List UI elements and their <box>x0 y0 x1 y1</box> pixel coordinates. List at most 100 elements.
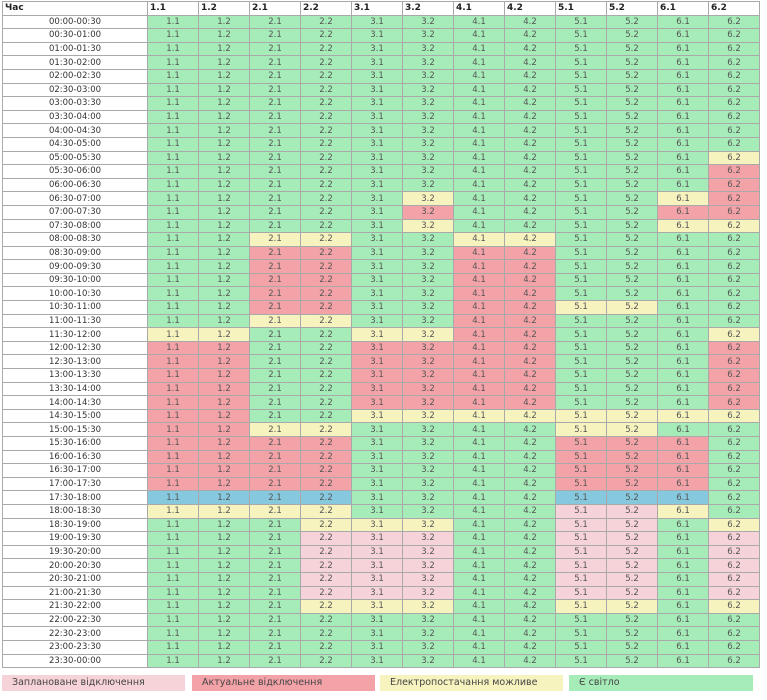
status-cell: 6.2 <box>708 612 760 628</box>
legend-item: Електропостачання можливе <box>380 675 563 691</box>
status-cell: 3.1 <box>351 517 403 533</box>
status-cell: 2.2 <box>300 272 352 288</box>
status-cell: 6.2 <box>708 449 760 465</box>
status-cell: 6.1 <box>657 381 709 397</box>
status-cell: 2.1 <box>249 381 301 397</box>
status-cell: 6.2 <box>708 191 760 206</box>
status-cell: 5.1 <box>555 531 607 546</box>
status-cell: 4.2 <box>504 28 556 43</box>
status-cell: 3.1 <box>351 150 403 166</box>
status-cell: 6.1 <box>657 354 709 370</box>
table-header-row: Час 1.1 1.2 2.1 2.2 3.1 3.2 4.1 4.2 5.1 5.2 6.1 6.2 <box>2 1 760 16</box>
status-cell: 1.1 <box>147 381 199 397</box>
status-cell: 6.2 <box>708 571 760 587</box>
table-row: 13:30-14:00 1.1 1.2 2.1 2.2 3.1 3.2 4.1 4.2 5.1 5.… <box>2 381 760 397</box>
status-cell: 3.1 <box>351 96 403 111</box>
status-cell: 5.2 <box>606 313 658 329</box>
status-cell: 6.1 <box>657 558 709 573</box>
status-cell: 3.1 <box>351 218 403 234</box>
status-cell: 6.2 <box>708 109 760 125</box>
table-row: 05:30-06:00 1.1 1.2 2.1 2.2 3.1 3.2 4.1 4.2 5.1 5.… <box>2 164 760 179</box>
status-cell: 3.2 <box>402 177 454 193</box>
status-cell: 3.2 <box>402 96 454 111</box>
status-cell: 4.1 <box>453 653 505 669</box>
status-cell: 5.1 <box>555 232 607 247</box>
status-cell: 1.1 <box>147 96 199 111</box>
status-cell: 3.2 <box>402 123 454 138</box>
status-cell: 2.1 <box>249 585 301 601</box>
status-cell: 1.1 <box>147 286 199 302</box>
table-row: 06:30-07:00 1.1 1.2 2.1 2.2 3.1 3.2 4.1 4.2 5.1 5.… <box>2 191 760 206</box>
status-cell: 3.1 <box>351 286 403 302</box>
status-cell: 4.2 <box>504 354 556 370</box>
time-slot-cell: 18:30-19:00 <box>2 517 148 533</box>
status-cell: 6.1 <box>657 164 709 179</box>
time-slot-cell: 09:30-10:00 <box>2 272 148 288</box>
status-cell: 1.2 <box>198 55 250 70</box>
status-cell: 4.2 <box>504 82 556 98</box>
status-cell: 2.2 <box>300 191 352 206</box>
status-cell: 5.1 <box>555 476 607 492</box>
status-cell: 4.2 <box>504 653 556 669</box>
status-cell: 3.2 <box>402 490 454 505</box>
status-cell: 6.2 <box>708 626 760 641</box>
time-slot-cell: 12:30-13:00 <box>2 354 148 370</box>
status-cell: 6.2 <box>708 558 760 573</box>
status-cell: 2.1 <box>249 245 301 261</box>
status-cell: 2.2 <box>300 136 352 152</box>
status-cell: 1.2 <box>198 150 250 166</box>
status-cell: 5.2 <box>606 245 658 261</box>
status-cell: 2.1 <box>249 286 301 302</box>
status-cell: 5.1 <box>555 82 607 98</box>
status-cell: 2.1 <box>249 544 301 560</box>
status-cell: 6.2 <box>708 96 760 111</box>
status-cell: 4.1 <box>453 109 505 125</box>
status-cell: 6.1 <box>657 82 709 98</box>
status-cell: 5.1 <box>555 449 607 465</box>
status-cell: 3.1 <box>351 245 403 261</box>
status-cell: 5.2 <box>606 300 658 315</box>
status-cell: 2.1 <box>249 82 301 98</box>
status-cell: 2.2 <box>300 150 352 166</box>
status-cell: 4.1 <box>453 259 505 274</box>
status-cell: 5.2 <box>606 123 658 138</box>
status-cell: 4.1 <box>453 463 505 478</box>
status-cell: 3.1 <box>351 164 403 179</box>
status-cell: 3.2 <box>402 558 454 573</box>
status-cell: 4.1 <box>453 599 505 614</box>
status-cell: 4.1 <box>453 232 505 247</box>
status-cell: 2.1 <box>249 109 301 125</box>
status-cell: 3.2 <box>402 14 454 30</box>
status-cell: 2.1 <box>249 476 301 492</box>
status-cell: 3.1 <box>351 490 403 505</box>
status-cell: 5.1 <box>555 422 607 437</box>
status-cell: 6.2 <box>708 177 760 193</box>
status-cell: 4.2 <box>504 204 556 220</box>
status-cell: 5.1 <box>555 599 607 614</box>
status-cell: 1.1 <box>147 653 199 669</box>
status-cell: 2.2 <box>300 313 352 329</box>
status-cell: 6.2 <box>708 503 760 519</box>
status-cell: 6.2 <box>708 408 760 424</box>
table-row: 04:00-04:30 1.1 1.2 2.1 2.2 3.1 3.2 4.1 4.2 5.1 5.… <box>2 123 760 138</box>
status-cell: 1.2 <box>198 626 250 641</box>
status-cell: 2.2 <box>300 82 352 98</box>
status-cell: 2.2 <box>300 422 352 437</box>
status-cell: 4.1 <box>453 436 505 451</box>
status-cell: 6.1 <box>657 136 709 152</box>
status-cell: 4.2 <box>504 368 556 383</box>
status-cell: 1.1 <box>147 14 199 30</box>
table-row: 01:30-02:00 1.1 1.2 2.1 2.2 3.1 3.2 4.1 4.2 5.1 5.… <box>2 55 760 70</box>
status-cell: 1.2 <box>198 28 250 43</box>
status-cell: 2.1 <box>249 327 301 342</box>
time-slot-cell: 20:30-21:00 <box>2 571 148 587</box>
status-cell: 4.1 <box>453 28 505 43</box>
status-cell: 3.2 <box>402 354 454 370</box>
status-cell: 6.2 <box>708 368 760 383</box>
queue-column-header: 5.1 <box>555 1 607 16</box>
status-cell: 1.2 <box>198 272 250 288</box>
status-cell: 4.2 <box>504 639 556 655</box>
status-cell: 5.2 <box>606 463 658 478</box>
status-cell: 2.1 <box>249 204 301 220</box>
time-slot-cell: 15:30-16:00 <box>2 436 148 451</box>
